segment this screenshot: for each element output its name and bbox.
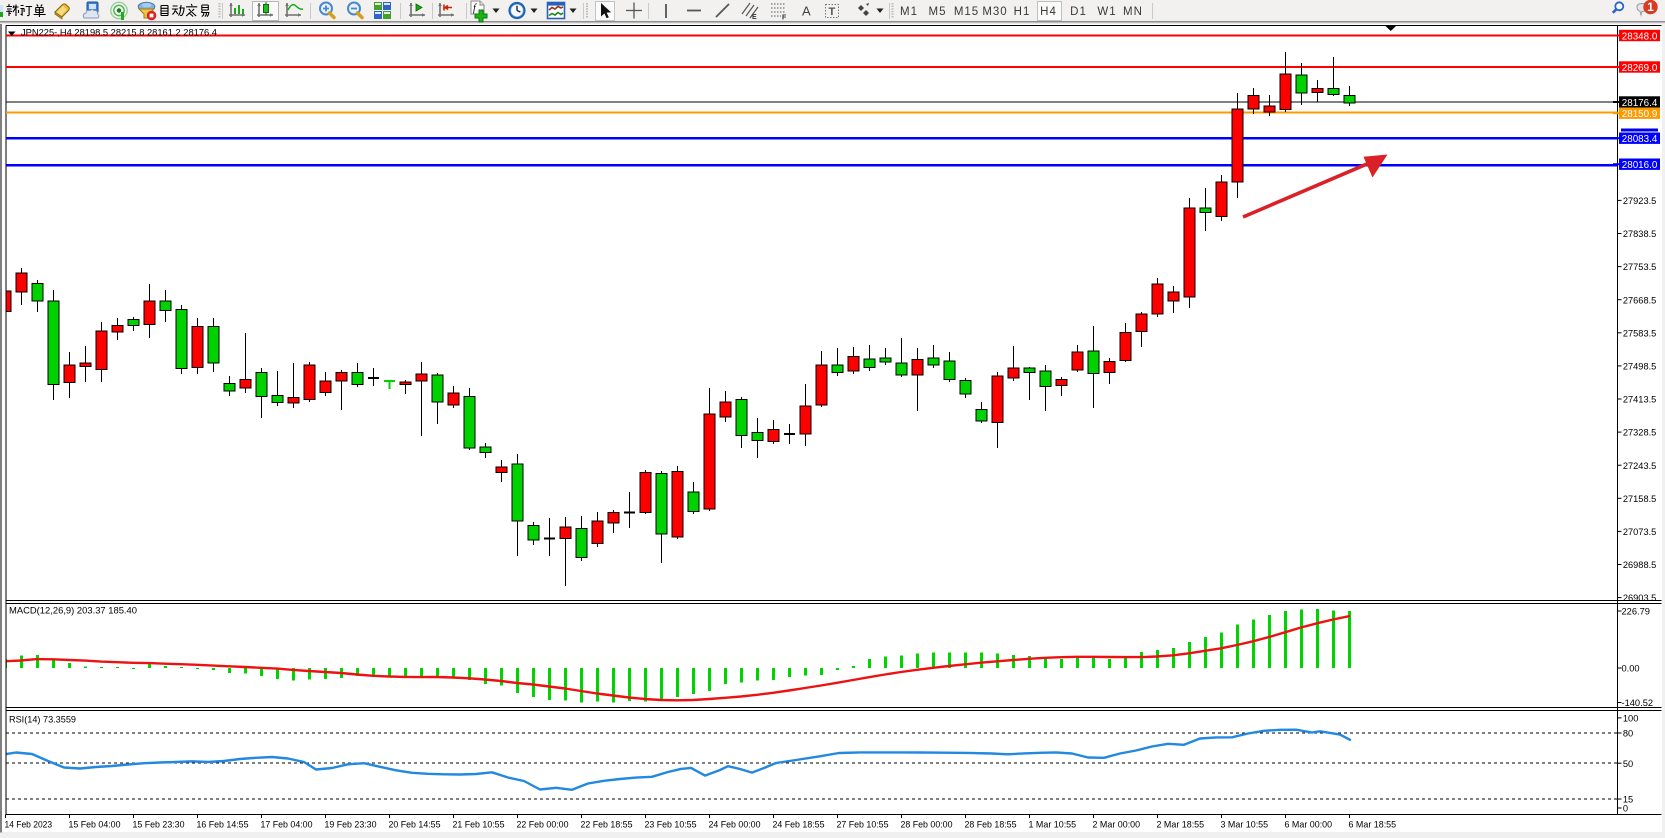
svg-text:28 Feb 00:00: 28 Feb 00:00: [901, 820, 953, 830]
svg-text:MACD(12,26,9) 203.37 185.40: MACD(12,26,9) 203.37 185.40: [9, 604, 137, 615]
svg-text:M1: M1: [900, 6, 918, 18]
svg-text:24 Feb 18:55: 24 Feb 18:55: [773, 820, 825, 830]
svg-text:27923.5: 27923.5: [1623, 196, 1656, 206]
svg-text:M15: M15: [954, 6, 979, 18]
svg-text:20 Feb 14:55: 20 Feb 14:55: [389, 820, 441, 830]
svg-text:21 Feb 10:55: 21 Feb 10:55: [453, 820, 505, 830]
svg-text:RSI(14) 73.3559: RSI(14) 73.3559: [9, 713, 76, 724]
svg-text:28 Feb 18:55: 28 Feb 18:55: [965, 820, 1017, 830]
svg-text:2 Mar 00:00: 2 Mar 00:00: [1093, 820, 1141, 830]
svg-text:22 Feb 18:55: 22 Feb 18:55: [581, 820, 633, 830]
svg-text:15 Feb 23:30: 15 Feb 23:30: [133, 820, 185, 830]
svg-text:26988.5: 26988.5: [1623, 560, 1656, 570]
svg-text:22 Feb 00:00: 22 Feb 00:00: [517, 820, 569, 830]
svg-text:6 Mar 18:55: 6 Mar 18:55: [1349, 820, 1397, 830]
svg-text:f: f: [473, 3, 477, 14]
svg-text:M5: M5: [929, 6, 947, 18]
svg-text:27073.5: 27073.5: [1623, 527, 1656, 537]
svg-text:28150.9: 28150.9: [1622, 109, 1658, 120]
svg-text:A: A: [802, 4, 811, 19]
svg-text:M30: M30: [982, 6, 1007, 18]
svg-text:E: E: [752, 14, 757, 21]
svg-text:100: 100: [1623, 714, 1639, 724]
svg-text:27 Feb 10:55: 27 Feb 10:55: [837, 820, 889, 830]
svg-text:80: 80: [1623, 729, 1633, 739]
svg-text:2 Mar 18:55: 2 Mar 18:55: [1157, 820, 1205, 830]
svg-text:D1: D1: [1070, 6, 1087, 18]
svg-text:27838.5: 27838.5: [1623, 229, 1656, 239]
svg-text:6 Mar 00:00: 6 Mar 00:00: [1285, 820, 1333, 830]
svg-text:28083.4: 28083.4: [1622, 134, 1658, 145]
svg-text:26903.5: 26903.5: [1623, 593, 1656, 603]
svg-text:1 Mar 10:55: 1 Mar 10:55: [1029, 820, 1077, 830]
svg-text:1: 1: [1647, 0, 1654, 14]
svg-text:27498.5: 27498.5: [1623, 362, 1656, 372]
svg-text:27583.5: 27583.5: [1623, 328, 1656, 338]
svg-text:H4: H4: [1040, 6, 1057, 18]
svg-text:28348.0: 28348.0: [1622, 31, 1658, 42]
svg-text:W1: W1: [1097, 6, 1116, 18]
svg-text:MN: MN: [1123, 6, 1143, 18]
svg-text:24 Feb 00:00: 24 Feb 00:00: [709, 820, 761, 830]
svg-text:27668.5: 27668.5: [1623, 295, 1656, 305]
svg-text:27753.5: 27753.5: [1623, 262, 1656, 272]
svg-text:50: 50: [1623, 759, 1633, 769]
svg-text:27158.5: 27158.5: [1623, 494, 1656, 504]
svg-text:14 Feb 2023: 14 Feb 2023: [5, 820, 53, 830]
svg-text:16 Feb 14:55: 16 Feb 14:55: [197, 820, 249, 830]
svg-text:3 Mar 10:55: 3 Mar 10:55: [1221, 820, 1269, 830]
svg-text:15: 15: [1623, 795, 1633, 805]
svg-text:27328.5: 27328.5: [1623, 428, 1656, 438]
svg-text:226.79: 226.79: [1622, 607, 1650, 617]
svg-text:0: 0: [1623, 804, 1628, 814]
svg-text:27243.5: 27243.5: [1623, 461, 1656, 471]
svg-text:27413.5: 27413.5: [1623, 395, 1656, 405]
svg-text:23 Feb 10:55: 23 Feb 10:55: [645, 820, 697, 830]
svg-text:15 Feb 04:00: 15 Feb 04:00: [69, 820, 121, 830]
svg-text:19 Feb 23:30: 19 Feb 23:30: [325, 820, 377, 830]
svg-text:17 Feb 04:00: 17 Feb 04:00: [261, 820, 313, 830]
svg-text:T: T: [829, 6, 836, 18]
svg-text:F: F: [782, 15, 787, 22]
svg-text:0.00: 0.00: [1622, 664, 1640, 674]
svg-text:28176.4: 28176.4: [1622, 98, 1658, 109]
svg-text:-140.52: -140.52: [1622, 698, 1654, 708]
svg-text:H1: H1: [1014, 6, 1031, 18]
svg-text:JPN225-,H4 28198.5 28215.8 28: JPN225-,H4 28198.5 28215.8 28161.2 28176…: [21, 28, 217, 39]
svg-text:28016.0: 28016.0: [1622, 160, 1658, 171]
svg-text:28269.0: 28269.0: [1622, 63, 1658, 74]
